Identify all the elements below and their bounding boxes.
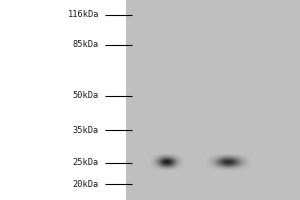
- Text: 25kDa: 25kDa: [73, 158, 99, 167]
- Text: 20kDa: 20kDa: [73, 180, 99, 189]
- Text: 85kDa: 85kDa: [73, 40, 99, 49]
- Text: 50kDa: 50kDa: [73, 91, 99, 100]
- Text: 35kDa: 35kDa: [73, 126, 99, 135]
- Text: 116kDa: 116kDa: [68, 10, 99, 19]
